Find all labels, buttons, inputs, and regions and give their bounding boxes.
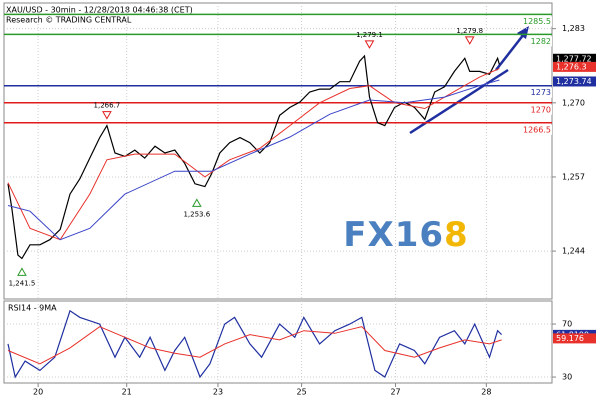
level-label-box: [530, 36, 552, 47]
x-tick-label: 20: [33, 388, 43, 397]
price-label-box: [553, 53, 596, 64]
watermark-part: FX16: [343, 215, 444, 255]
trend-arrow: [495, 33, 525, 71]
high-marker: [102, 111, 112, 120]
annotation: 1,279.8: [456, 27, 483, 35]
y-tick-label: 30: [562, 373, 572, 382]
trend-line: [409, 68, 509, 135]
level-label-box: [530, 104, 552, 115]
watermark-part: 8: [444, 215, 469, 255]
annotation: 1,241.5: [9, 279, 36, 287]
level-label-box: [530, 124, 552, 135]
level-label: 1270: [531, 105, 551, 114]
series-line: [7, 309, 503, 379]
price-label: 1,277.72: [556, 54, 592, 63]
high-marker: [464, 36, 475, 45]
low-marker: [17, 267, 27, 276]
high-marker: [364, 40, 375, 49]
price-label-box: [553, 76, 596, 87]
level-label: 1285.5: [523, 17, 551, 26]
level-label: 1266.5: [523, 125, 551, 134]
series-line: [7, 54, 500, 260]
watermark: FX168: [343, 215, 468, 255]
level-label: 1273: [531, 88, 551, 97]
annotation: 1,279.1: [356, 31, 383, 39]
main-frame: [3, 2, 553, 300]
price-label: 1,273.74: [556, 77, 592, 86]
rsi-title: RSI14 - 9MA: [8, 304, 57, 313]
y-tick-label: 1,283: [562, 24, 585, 33]
y-tick-label: 1,244: [562, 247, 585, 256]
series-line: [7, 68, 500, 241]
price-label-box: [553, 333, 596, 344]
annotation: 1,253.6: [183, 210, 210, 218]
y-tick-label: 1,257: [562, 172, 585, 181]
y-tick-label: 1,270: [562, 98, 585, 107]
rsi-frame: [3, 300, 553, 384]
level-label-box: [530, 16, 552, 27]
series-line: [7, 79, 500, 241]
price-label-box: [553, 61, 596, 72]
series-line: [7, 326, 502, 365]
chart-title: XAU/USD - 30min - 12/28/2018 04:46:38 (C…: [6, 6, 193, 15]
low-marker: [191, 198, 202, 207]
level-label-box: [530, 87, 552, 98]
x-tick-label: 25: [296, 388, 306, 397]
price-label: 59.176: [556, 334, 584, 343]
chart-subtitle: Research © TRADING CENTRAL: [6, 16, 132, 25]
annotation: 1,266.7: [94, 102, 121, 110]
level-label: 1282: [531, 37, 551, 46]
x-tick-label: 28: [481, 388, 491, 397]
x-tick-label: 23: [213, 388, 223, 397]
x-tick-label: 27: [390, 388, 400, 397]
x-tick-label: 21: [122, 388, 132, 397]
price-label: 1,276.3: [556, 62, 587, 71]
arrow-head: [517, 26, 529, 39]
y-tick-label: 70: [562, 320, 572, 329]
